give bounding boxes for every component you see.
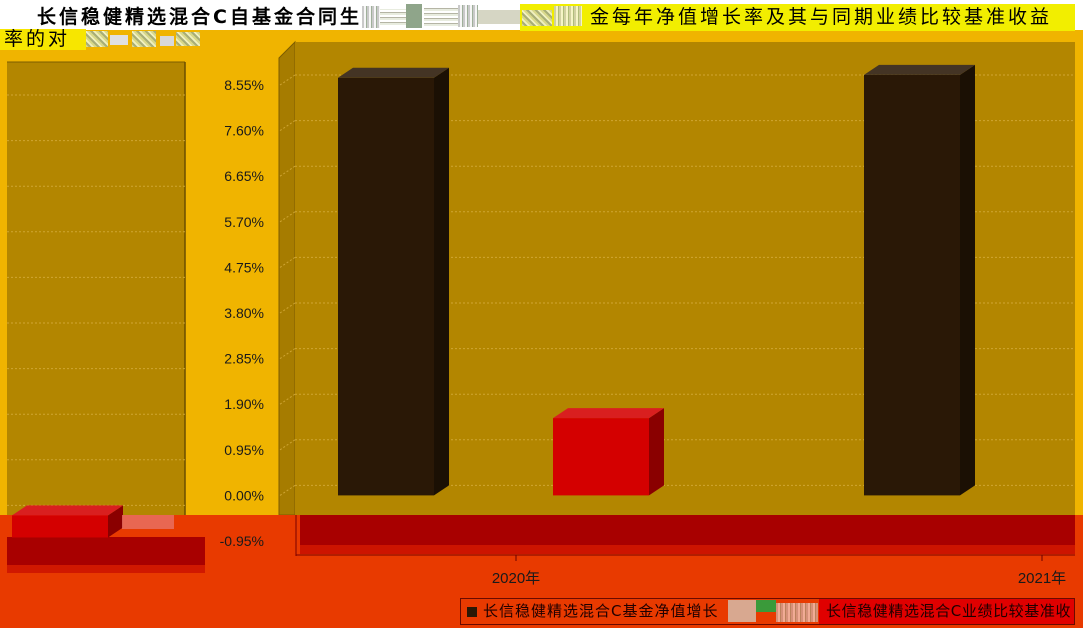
y-tick-label: 6.65% (224, 168, 264, 184)
bar-front (864, 74, 960, 496)
wrap-gridlines (7, 94, 185, 552)
plot-floor (300, 515, 1075, 545)
legend-label-fund: 长信稳健精选混合C基金净值增长 (483, 602, 719, 620)
bar-s1-c1 (338, 67, 449, 496)
y-axis-labels: 8.55% 7.60% 6.65% 5.70% 4.75% 3.80% 2.85% 1.90%… (220, 77, 264, 549)
glitch-noise (424, 8, 458, 26)
y-tick-label: 4.75% (224, 259, 264, 275)
gridline-left-wall (279, 302, 296, 314)
wrap-panel-floor (7, 537, 205, 565)
glitch-noise (756, 600, 776, 612)
y-tick-label: 0.00% (224, 487, 264, 503)
bar-front (12, 515, 108, 538)
gridline-left-wall (279, 484, 296, 496)
gridline-left-wall (279, 120, 296, 132)
gridline-left-wall (279, 74, 296, 86)
wrap-panel-wall (7, 62, 185, 515)
gridline-left-wall (279, 211, 296, 223)
glitch-noise (478, 10, 520, 24)
bar-s2-c2-wrap (12, 505, 123, 538)
bar-top (338, 67, 449, 78)
bar-side (960, 64, 975, 496)
y-tick-label: 0.95% (224, 442, 264, 458)
x-tick-label: 2020年 (492, 570, 540, 587)
y-tick-label: -0.95% (220, 533, 264, 549)
bar-side (649, 408, 664, 496)
glitch-noise (160, 36, 174, 46)
gridline-left-wall (279, 439, 296, 451)
gridline-left-wall (279, 256, 296, 268)
plot-floor-edge (300, 545, 1075, 554)
y-tick-label: 2.85% (224, 351, 264, 367)
plot-left-wall (278, 40, 296, 516)
glitch-noise (380, 9, 406, 25)
glitch-noise (728, 600, 756, 622)
gridline-left-wall (279, 393, 296, 405)
glitch-noise (406, 4, 422, 28)
glitch-noise (776, 603, 818, 622)
bars-main (338, 64, 975, 496)
y-tick-label: 7.60% (224, 123, 264, 139)
x-axis: 2020年 2021年 (296, 554, 1075, 587)
title-line2-background (0, 29, 86, 50)
wrap-panel-floor-edge (7, 565, 205, 573)
y-tick-label: 1.90% (224, 396, 264, 412)
y-tick-label: 3.80% (224, 305, 264, 321)
bar-side (434, 67, 449, 496)
legend-item-fund: 长信稳健精选混合C基金净值增长 (461, 599, 729, 624)
bars-wrap (12, 505, 123, 538)
gridline-left-wall (279, 348, 296, 360)
glitch-noise (554, 6, 582, 26)
y-tick-label: 5.70% (224, 214, 264, 230)
glitch-noise (122, 515, 174, 529)
wrap-panel (7, 61, 186, 552)
glitch-noise (522, 10, 552, 26)
bar-front (553, 418, 649, 496)
gridline-left-wall (279, 165, 296, 177)
bar-s2-c1 (553, 408, 664, 496)
bar-front (338, 77, 434, 496)
legend-swatch-fund (467, 607, 477, 617)
y-tick-label: 8.55% (224, 77, 264, 93)
glitch-noise (86, 31, 108, 47)
glitch-noise (110, 35, 128, 45)
legend-item-benchmark: 长信稳健精选混合C业绩比较基准收 (819, 599, 1074, 624)
x-axis-labels: 2020年 2021年 (492, 555, 1066, 587)
bar-top (553, 408, 664, 419)
legend-label-benchmark: 长信稳健精选混合C业绩比较基准收 (826, 602, 1072, 620)
chart-title-fragment-line2: 率的对 (4, 28, 71, 50)
x-tick-label: 2021年 (1018, 570, 1066, 587)
bar-side (108, 505, 123, 538)
glitch-noise (132, 31, 156, 47)
bar-top (12, 505, 123, 516)
glitch-noise (458, 5, 478, 27)
chart-title-fragment-left: 长信稳健精选混合C自基金合同生 (37, 6, 362, 28)
bar-top (864, 64, 975, 75)
bar-s1-c2 (864, 64, 975, 496)
chart-title-fragment-right: 金每年净值增长率及其与同期业绩比较基准收益 (590, 6, 1053, 28)
glitch-noise (362, 6, 380, 28)
title-highlight (520, 4, 1075, 31)
glitch-noise (176, 32, 200, 46)
